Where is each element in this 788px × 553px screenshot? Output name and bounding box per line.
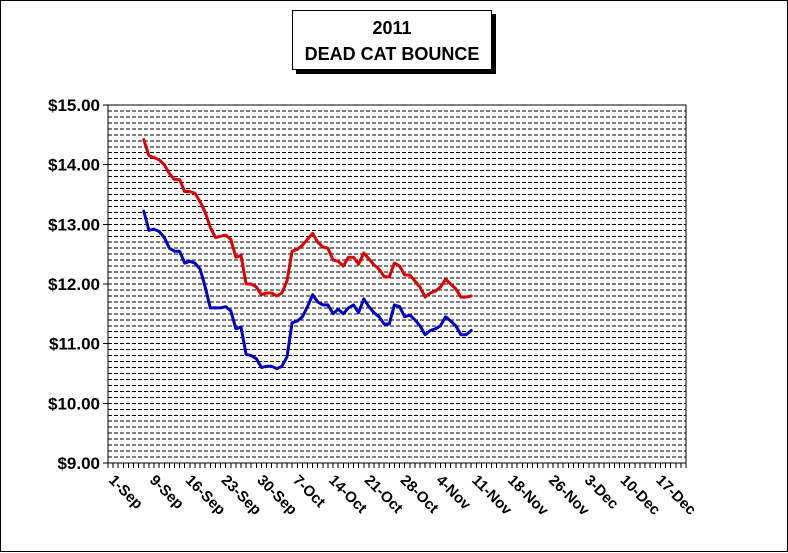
x-tick-label: 9-Sep xyxy=(146,472,187,513)
x-tick-label: 28-Oct xyxy=(397,472,442,517)
y-tick-label: $13.00 xyxy=(48,215,100,234)
y-tick-label: $12.00 xyxy=(48,275,100,294)
chart-title-year: 2011 xyxy=(372,18,412,38)
x-tick-label: 14-Oct xyxy=(325,472,370,517)
y-tick-label: $9.00 xyxy=(57,454,100,473)
y-tick-label: $15.00 xyxy=(48,96,100,115)
x-tick-label: 1-Sep xyxy=(105,472,146,513)
x-tick-label: 21-Oct xyxy=(361,472,406,517)
chart-title-box: 2011 DEAD CAT BOUNCE xyxy=(292,10,492,70)
y-tick-label: $11.00 xyxy=(49,335,100,354)
x-tick-label: 18-Nov xyxy=(504,472,552,520)
series-line-1 xyxy=(142,138,473,299)
x-tick-label: 17-Dec xyxy=(652,472,699,519)
y-tick-label: $14.00 xyxy=(48,156,100,175)
chart-title-text: DEAD CAT BOUNCE xyxy=(304,44,480,64)
y-tick-label: $10.00 xyxy=(48,394,100,413)
series-line-2 xyxy=(142,209,473,371)
